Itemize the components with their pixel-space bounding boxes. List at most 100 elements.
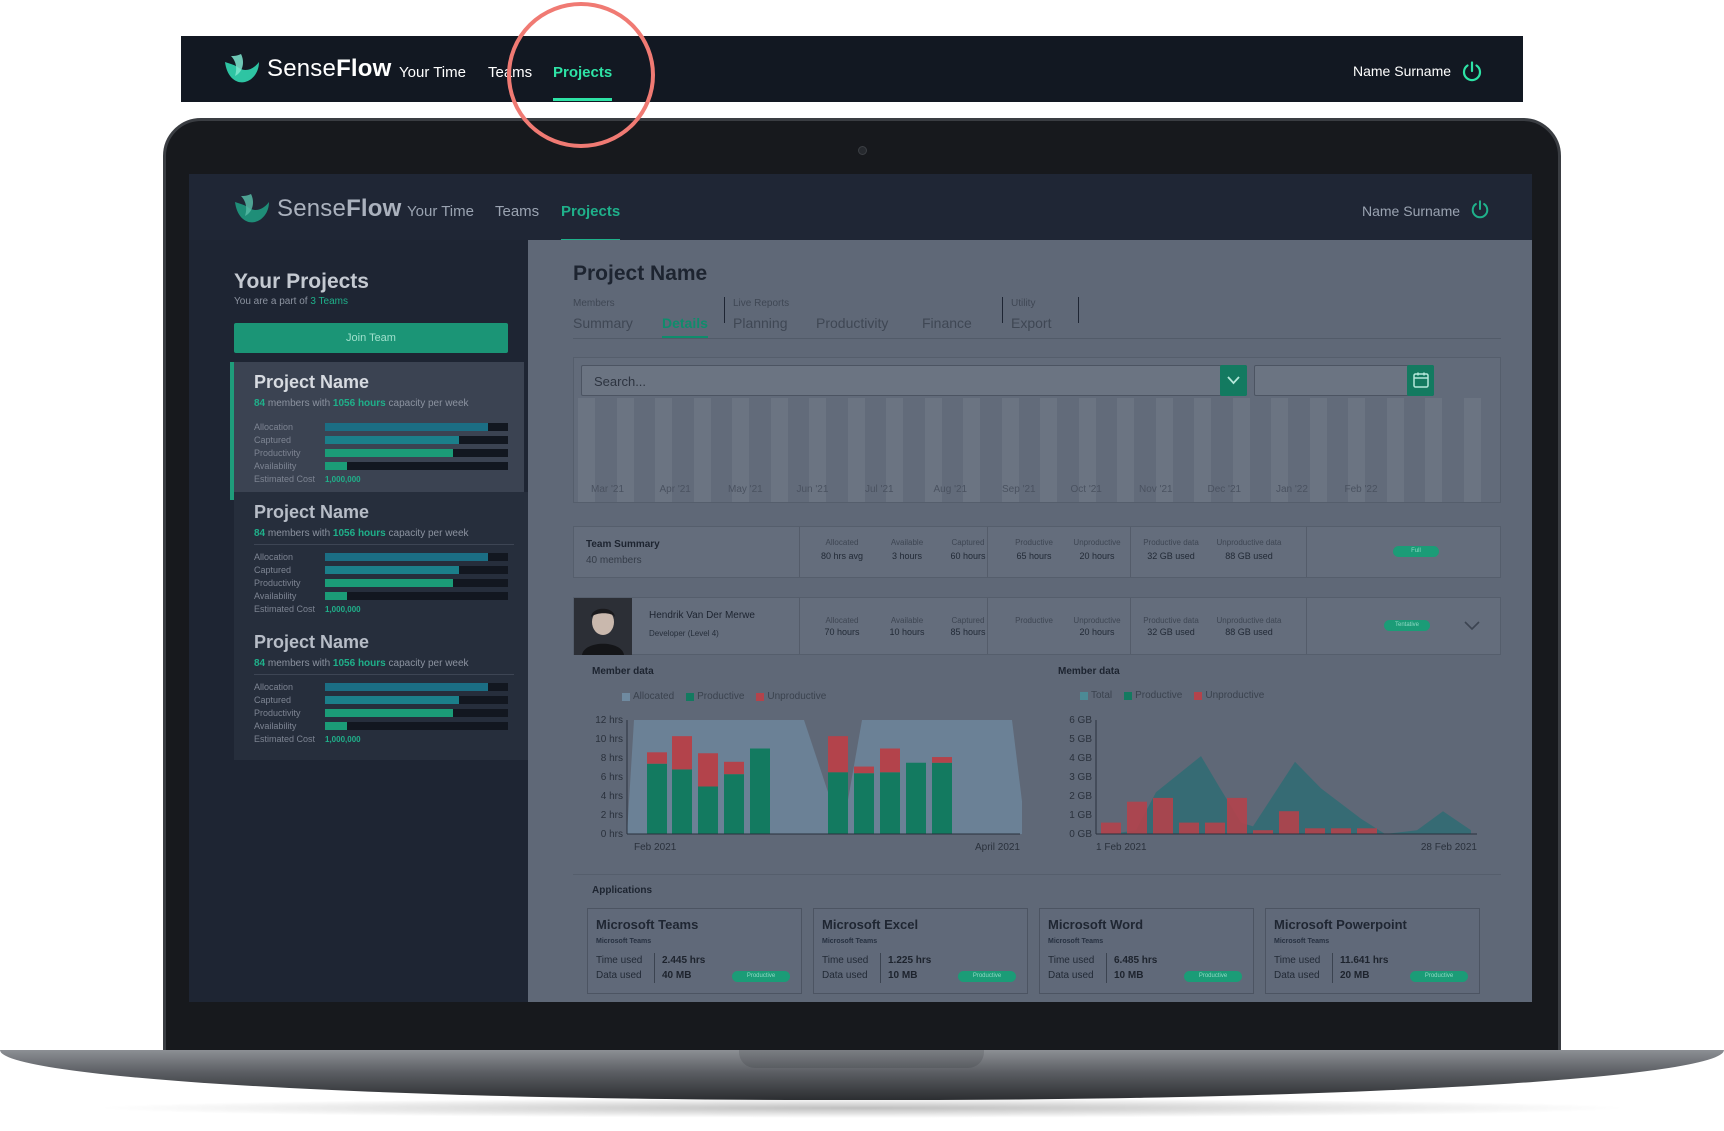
- data-used-value: 10 MB: [888, 970, 918, 981]
- tab-details[interactable]: Details: [662, 315, 708, 338]
- column-label: Productive: [1015, 616, 1053, 625]
- team-summary-row[interactable]: Team Summary 40 members Full Allocated 80…: [573, 526, 1501, 578]
- application-card[interactable]: Microsoft Word Microsoft Teams Time used Da…: [1039, 908, 1254, 994]
- data-used-label: Data used: [1274, 970, 1320, 981]
- time-used-label: Time used: [1048, 955, 1095, 966]
- productive-badge: Productive: [1184, 971, 1242, 982]
- tab-productivity[interactable]: Productivity: [816, 315, 889, 331]
- app-user-name[interactable]: Name Surname: [1362, 203, 1461, 219]
- metric-bar-track: [325, 566, 508, 574]
- search-dropdown-button[interactable]: [1220, 365, 1247, 396]
- tab-export[interactable]: Export: [1011, 315, 1052, 331]
- metric-label: Estimated Cost: [254, 734, 316, 744]
- x-end-label: April 2021: [975, 842, 1020, 853]
- app-brand-bold: Flow: [346, 195, 402, 222]
- column-value: 3 hours: [891, 551, 923, 561]
- app-nav-projects[interactable]: Projects: [561, 203, 621, 242]
- column-divider: [987, 527, 988, 577]
- nav-your-time[interactable]: Your Time: [399, 64, 466, 81]
- timeline-stripe: [924, 398, 942, 502]
- tab-planning[interactable]: Planning: [733, 315, 788, 331]
- unproductive-bar: [1205, 822, 1225, 834]
- productive-badge: Productive: [1410, 971, 1468, 982]
- project-card[interactable]: Project Name 84 members with 1056 hours c…: [234, 492, 528, 630]
- application-card[interactable]: Microsoft Excel Microsoft Teams Time used D…: [813, 908, 1028, 994]
- tab-group-utility: Utility: [1011, 298, 1036, 309]
- legend-swatch: [1194, 691, 1203, 700]
- project-card[interactable]: Project Name 84 members with 1056 hours c…: [234, 622, 528, 760]
- project-card-subtitle: 84 members with 1056 hours capacity per …: [254, 658, 469, 669]
- join-team-button[interactable]: Join Team: [234, 323, 508, 353]
- member-row[interactable]: Hendrik Van Der Merwe Developer (Level 4…: [573, 597, 1501, 655]
- metric-bar-fill: [325, 683, 488, 691]
- metric-bar-track: [325, 579, 508, 587]
- app-nav-teams[interactable]: Teams: [495, 203, 540, 220]
- chart1-title: Member data: [592, 666, 654, 677]
- members-text: members with: [265, 398, 333, 409]
- metric-label: Availability: [254, 461, 297, 471]
- unproductive-bar: [1179, 822, 1199, 834]
- unproductive-bar: [1331, 828, 1351, 834]
- metric-label: Estimated Cost: [254, 604, 316, 614]
- teams-count-link[interactable]: 3 Teams: [310, 296, 348, 307]
- timeline-stripe: [1309, 398, 1327, 502]
- column-label: Unproductive data: [1216, 538, 1282, 547]
- metric-bar-track: [325, 462, 508, 470]
- y-tick-label: 12 hrs: [595, 715, 623, 726]
- timeline-stripe: [1117, 398, 1134, 502]
- time-used-value: 6.485 hrs: [1114, 955, 1158, 966]
- app-divider: [654, 953, 655, 983]
- members-count: 84: [254, 528, 266, 539]
- timeline-month: Jul '21: [865, 484, 894, 495]
- app-nav-your-time[interactable]: Your Time: [407, 203, 474, 220]
- tab-separator: [1002, 297, 1003, 323]
- timeline-stripe: [1155, 398, 1173, 502]
- y-tick-label: 4 GB: [1069, 753, 1092, 764]
- hours-text: capacity per week: [385, 398, 469, 409]
- productive-bar: [854, 773, 874, 834]
- y-tick-label: 4 hrs: [601, 791, 623, 802]
- top-nav-bar: SenseFlow Your Time Teams Projects Name …: [181, 36, 1523, 102]
- team-summary-members: 40 members: [586, 555, 642, 566]
- timeline-stripe: [578, 398, 595, 502]
- productive-bar: [906, 762, 926, 834]
- unproductive-bar: [1153, 797, 1173, 834]
- metric-bar-track: [325, 722, 508, 730]
- column-label: Productive data: [1143, 538, 1199, 547]
- sidebar-subtitle: You are a part of 3 Teams: [234, 296, 348, 307]
- timeline-stripe: [732, 398, 749, 502]
- brand-light-text: Sense: [267, 55, 337, 82]
- legend-label: Total: [1091, 690, 1113, 701]
- unproductive-bar: [724, 761, 744, 775]
- metric-bar-track: [325, 423, 508, 431]
- expand-chevron-icon[interactable]: [1464, 620, 1480, 632]
- y-tick-label: 10 hrs: [595, 734, 623, 745]
- timeline-stripe: [963, 398, 980, 502]
- search-field[interactable]: Search...: [581, 365, 1247, 396]
- project-card[interactable]: Project Name 84 members with 1056 hours c…: [230, 362, 524, 500]
- user-name[interactable]: Name Surname: [1353, 63, 1452, 79]
- metric-bar-fill: [325, 592, 347, 600]
- tab-summary[interactable]: Summary: [573, 315, 633, 331]
- application-card[interactable]: Microsoft Teams Microsoft Teams Time used D…: [587, 908, 802, 994]
- tab-finance[interactable]: Finance: [922, 315, 972, 331]
- legend-item: Productive: [1124, 690, 1182, 701]
- column-divider: [1306, 598, 1307, 654]
- app-logo[interactable]: SenseFlow: [233, 192, 402, 226]
- app-divider: [880, 953, 881, 983]
- members-count: 84: [254, 398, 266, 409]
- calendar-button[interactable]: [1407, 365, 1434, 396]
- nav-projects[interactable]: Projects: [553, 64, 613, 101]
- productive-bar: [647, 763, 667, 834]
- application-card[interactable]: Microsoft Powerpoint Microsoft Teams Time …: [1265, 908, 1480, 994]
- date-picker-field[interactable]: [1254, 365, 1434, 396]
- app-power-icon[interactable]: [1470, 199, 1490, 219]
- productive-badge: Productive: [732, 971, 790, 982]
- metric-bar-fill: [325, 709, 454, 717]
- x-start-label: 1 Feb 2021: [1096, 842, 1147, 853]
- time-used-label: Time used: [596, 955, 643, 966]
- power-icon[interactable]: [1461, 60, 1483, 82]
- app-logo-icon: [235, 194, 269, 223]
- senseflow-logo[interactable]: SenseFlow: [223, 52, 392, 86]
- timeline-stripe: [1386, 398, 1404, 502]
